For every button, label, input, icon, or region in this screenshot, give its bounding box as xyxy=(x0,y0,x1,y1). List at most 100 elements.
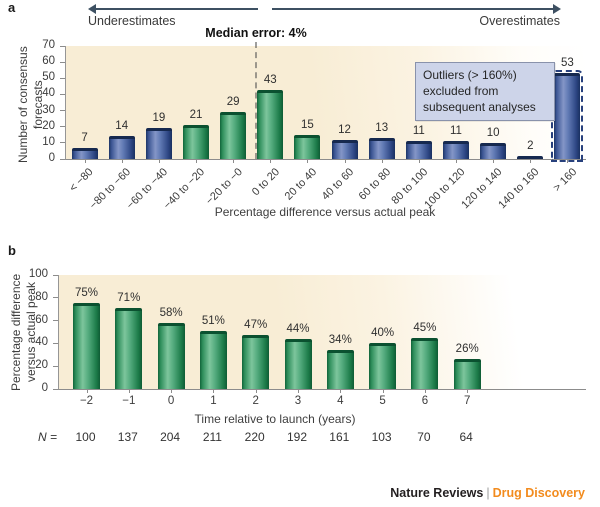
x-tick xyxy=(467,389,469,393)
x-tick-label-text: −20 to −0 xyxy=(203,166,245,208)
x-tick-label: 1 xyxy=(210,395,217,407)
underestimates-label: Underestimates xyxy=(88,14,176,28)
bar-value-label: 11 xyxy=(450,125,462,137)
x-tick xyxy=(298,389,299,393)
y-tick-label: 70 xyxy=(42,39,55,51)
bar xyxy=(368,138,395,159)
y-tick xyxy=(53,320,58,322)
x-tick xyxy=(307,159,309,163)
bar xyxy=(257,90,284,159)
n-value: 204 xyxy=(160,430,181,444)
outlier-note-line2: excluded from xyxy=(423,83,499,98)
bar xyxy=(108,136,135,159)
bar xyxy=(242,335,270,389)
panel-b-x-axis-title: Time relative to launch (years) xyxy=(194,412,356,426)
footer-journal: Drug Discovery xyxy=(492,486,585,500)
outlier-note-line1: Outliers (> 160%) xyxy=(423,68,517,82)
panel-b-y-axis-title-line2: versus actual peak xyxy=(24,281,38,383)
panel-b-letter: b xyxy=(8,243,16,258)
bar xyxy=(157,323,185,389)
bar-value-label: 43 xyxy=(263,74,277,86)
outlier-note-line3: subsequent analyses xyxy=(423,99,536,114)
y-tick-label: 100 xyxy=(28,268,48,280)
panel-b-y-axis-title-line1: Percentage difference xyxy=(9,273,23,391)
n-value: 103 xyxy=(371,430,392,444)
y-tick xyxy=(60,77,65,79)
overestimates-arrow-line xyxy=(272,8,553,10)
bar-value-label: 26% xyxy=(455,343,479,355)
x-tick xyxy=(86,389,88,393)
x-tick xyxy=(84,159,86,163)
y-tick xyxy=(53,274,58,276)
x-tick xyxy=(418,159,420,163)
y-tick-label: 40 xyxy=(35,336,48,349)
y-tick xyxy=(53,342,58,344)
bar-value-label: 19 xyxy=(152,112,166,124)
bar xyxy=(220,112,247,159)
y-tick-label: 20 xyxy=(35,359,48,372)
bar xyxy=(71,148,98,159)
bar xyxy=(284,339,312,389)
bar-value-label: 10 xyxy=(486,127,500,139)
footer-brand: Nature Reviews xyxy=(390,486,484,500)
x-tick xyxy=(340,389,342,393)
bar-value-label: 44% xyxy=(286,323,310,335)
bar-value-label: 51% xyxy=(201,315,225,327)
panel-b-plot-area: 0 20 40 60 80 100 75% −2 71% −1 58% 0 51% 1 47% 2 44% 3 34… xyxy=(29,268,586,407)
x-tick-label-text: 20 to 40 xyxy=(282,166,319,203)
bar-value-label: 29 xyxy=(226,96,240,108)
y-tick xyxy=(60,110,65,112)
n-value: 137 xyxy=(117,430,138,444)
x-tick-label: 7 xyxy=(463,395,471,407)
bar-value-label: 15 xyxy=(301,119,314,131)
x-tick xyxy=(128,389,130,393)
median-dashed-line xyxy=(255,42,257,159)
bar xyxy=(550,69,584,163)
x-tick-label-text: < −80 xyxy=(67,166,97,195)
footer-separator: | xyxy=(486,486,490,500)
y-tick-label: 60 xyxy=(42,55,55,68)
bar xyxy=(331,140,358,159)
y-tick-label: 0 xyxy=(48,152,55,164)
x-tick xyxy=(424,389,426,393)
bar-value-label: 45% xyxy=(413,322,437,334)
n-value: 220 xyxy=(244,430,265,444)
x-tick xyxy=(171,389,173,393)
n-value: 64 xyxy=(459,430,473,444)
bar xyxy=(453,359,481,389)
x-tick xyxy=(530,159,532,163)
x-tick-label: −2 xyxy=(79,395,94,407)
x-tick xyxy=(196,159,197,163)
y-tick xyxy=(60,93,65,95)
n-equals-label: N = xyxy=(38,430,58,444)
median-error-label: Median error: 4% xyxy=(205,26,307,40)
bar xyxy=(405,141,432,159)
bar-value-label: 13 xyxy=(375,122,389,134)
x-tick-label-text: 40 to 60 xyxy=(319,166,357,203)
x-tick xyxy=(493,159,495,163)
y-tick-label: 10 xyxy=(42,135,55,148)
n-value: 100 xyxy=(75,430,96,444)
x-tick xyxy=(567,159,569,163)
y-tick xyxy=(60,45,65,47)
n-value: 70 xyxy=(417,430,431,444)
x-tick xyxy=(233,159,235,163)
y-tick-label: 80 xyxy=(35,290,48,303)
panel-b-y-axis-title: Percentage difference versus actual peak xyxy=(9,270,39,394)
bar xyxy=(199,331,227,389)
bar-value-label: 11 xyxy=(412,125,425,137)
bar-value-label: 71% xyxy=(117,292,141,304)
y-tick xyxy=(60,126,65,128)
journal-footer: Nature Reviews | Drug Discovery xyxy=(390,486,585,500)
y-tick xyxy=(60,142,65,144)
n-value: 211 xyxy=(202,430,222,444)
x-tick-label: −1 xyxy=(122,395,136,407)
overestimates-label: Overestimates xyxy=(479,14,560,28)
bar-value-label: 40% xyxy=(371,327,395,339)
y-tick-label: 0 xyxy=(41,382,48,394)
x-tick-label-text: 0 to 20 xyxy=(249,166,282,199)
x-tick xyxy=(213,389,215,393)
x-tick xyxy=(121,159,123,163)
bar xyxy=(73,303,100,389)
